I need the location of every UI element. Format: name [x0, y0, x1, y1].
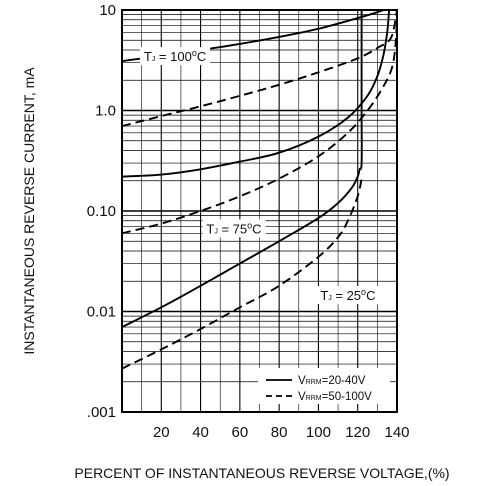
legend: VRRM=20-40V VRRM=50-100V	[258, 368, 390, 404]
series-line-dashed	[122, 19, 397, 235]
y-tick-label: .001	[87, 404, 116, 421]
curve-annotation: TJ = 75oC	[202, 219, 266, 238]
legend-label: VRRM=50-100V	[298, 391, 372, 403]
x-tick-label: 140	[384, 424, 409, 441]
svg-text:TJ = 25oC: TJ = 25oC	[320, 287, 375, 303]
y-tick-label: 0.01	[87, 304, 116, 321]
x-axis-title: PERCENT OF INSTANTANEOUS REVERSE VOLTAGE…	[74, 465, 449, 481]
legend-background	[258, 368, 390, 404]
plot-frame	[121, 9, 398, 413]
x-tick-label: 100	[306, 424, 331, 441]
x-tick-label: 60	[232, 424, 249, 441]
y-axis-title: INSTANTANEOUS REVERSE CURRENT, mA	[21, 67, 37, 355]
x-tick-labels: 20 40 60 80 100 120 140	[153, 424, 410, 441]
x-tick-label: 40	[192, 424, 209, 441]
grid	[122, 10, 397, 412]
annotations: TJ = 100oC TJ = 75oC TJ = 25oC	[139, 47, 380, 305]
x-tick-label: 120	[345, 424, 370, 441]
y-tick-labels: .001 0.01 0.10 1.0 10	[87, 2, 116, 421]
series-line-dashed	[122, 10, 397, 128]
x-tick-label: 80	[271, 424, 288, 441]
legend-label: VRRM=20-40V	[298, 375, 366, 387]
curve-annotation: TJ = 25oC	[316, 286, 380, 305]
series-line-dashed	[122, 178, 363, 370]
series-line-solid	[122, 10, 391, 178]
svg-text:TJ = 100oC: TJ = 100oC	[144, 48, 206, 64]
y-tick-label: 1.0	[95, 103, 116, 120]
series-line-solid	[122, 10, 363, 328]
y-tick-label: 0.10	[87, 203, 116, 220]
x-tick-label: 20	[153, 424, 170, 441]
svg-text:TJ = 75oC: TJ = 75oC	[206, 220, 261, 236]
curve-annotation: TJ = 100oC	[139, 47, 211, 66]
y-tick-label: 10	[99, 2, 116, 19]
